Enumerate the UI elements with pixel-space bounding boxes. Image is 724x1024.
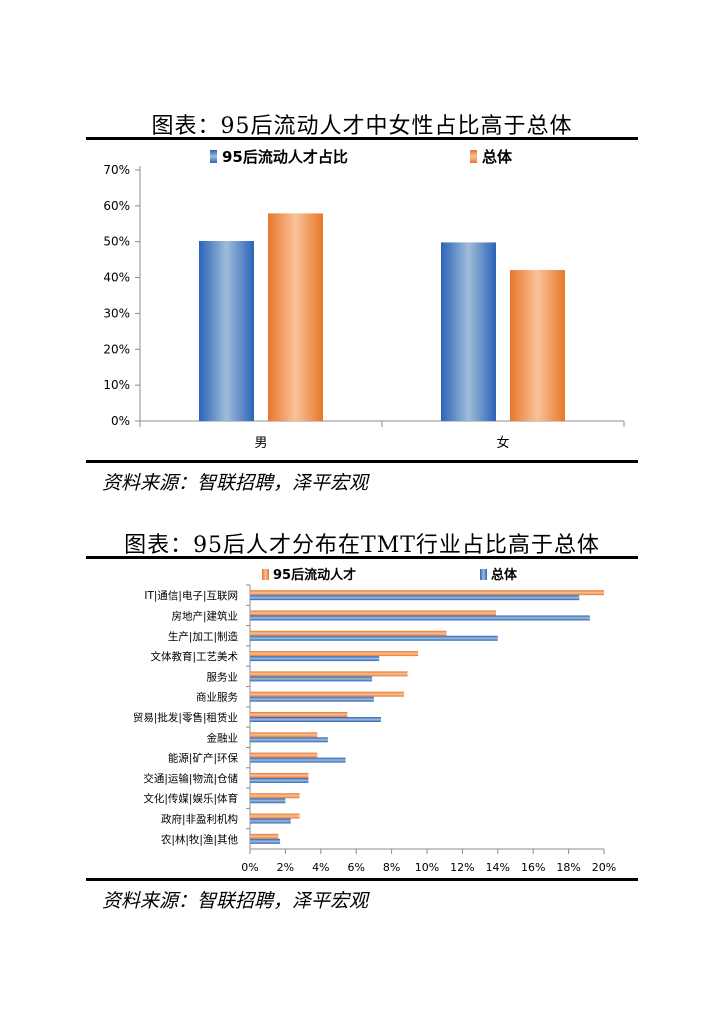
chart2-bar xyxy=(250,732,318,738)
chart2-category-label: 服务业 xyxy=(207,670,239,683)
figure2-bottom-rule xyxy=(86,878,638,881)
chart2-bar xyxy=(250,630,447,636)
chart1-legend-label: 95后流动人才占比 xyxy=(222,148,348,166)
chart1: 95后流动人才占比 总体 0% 10% 20% 30% 40% 50% 60% 70% 男 女 xyxy=(103,148,625,451)
chart2-category-label: 金融业 xyxy=(207,731,239,744)
chart2-category-label: 政府|非盈利机构 xyxy=(161,813,238,826)
chart2-bar xyxy=(250,818,291,824)
chart2-bar xyxy=(250,838,281,844)
figure2-top-rule xyxy=(86,556,638,559)
chart1-bar xyxy=(199,240,254,421)
chart2-bar xyxy=(250,712,348,717)
chart2-bar xyxy=(250,595,580,601)
chart2-bar xyxy=(250,651,419,657)
figure1-top-rule xyxy=(86,137,638,140)
chart2-bar xyxy=(250,671,408,677)
chart1-y-tick-label: 30% xyxy=(103,306,130,320)
chart2-category-label: 农|林|牧|渔|其他 xyxy=(161,833,239,846)
chart2-bar xyxy=(250,777,309,783)
chart2-bar xyxy=(250,691,404,697)
chart2-x-tick-label: 20% xyxy=(592,861,616,874)
chart2-bar xyxy=(250,717,381,722)
chart2-x-tick-label: 0% xyxy=(241,861,258,874)
chart2-x-tick-label: 6% xyxy=(347,861,364,874)
chart2-x-tick-label: 14% xyxy=(486,861,510,874)
chart2-category-label: 文体教育|工艺美术 xyxy=(150,650,238,663)
chart2-bar xyxy=(250,798,286,804)
chart2-bar xyxy=(250,737,328,743)
chart2-bar xyxy=(250,793,300,799)
chart1-legend-swatch xyxy=(210,150,217,163)
chart1-y-tick-label: 60% xyxy=(103,199,130,213)
figure1-source: 资料来源：智联招聘，泽平宏观 xyxy=(102,472,369,494)
chart2-bar xyxy=(250,590,604,596)
chart2-category-label: 房地产|建筑业 xyxy=(171,609,238,622)
chart1-bar xyxy=(441,242,496,421)
chart2-bar xyxy=(250,752,318,758)
chart2-legend-label: 95后流动人才 xyxy=(273,567,356,583)
chart2-bar xyxy=(250,813,300,819)
figure2-source: 资料来源：智联招聘，泽平宏观 xyxy=(102,890,369,912)
chart2-category-label: 交通|运输|物流|仓储 xyxy=(143,772,238,785)
chart2-bar xyxy=(250,635,498,641)
chart2-x-tick-label: 10% xyxy=(415,861,439,874)
chart2-bar xyxy=(250,772,309,778)
chart2-x-tick-label: 4% xyxy=(312,861,329,874)
chart2-legend-swatch xyxy=(262,569,269,580)
chart2: 95后流动人才 总体 0% 2% 4% 6% 8% 10% 12% 14% 16% 18% 20% IT… xyxy=(133,567,616,874)
chart2-legend-swatch xyxy=(480,569,487,580)
chart2-bar xyxy=(250,757,346,763)
chart2-category-label: IT|通信|电子|互联网 xyxy=(144,589,238,602)
chart2-x-tick-label: 2% xyxy=(277,861,294,874)
chart2-category-label: 能源|矿产|环保 xyxy=(168,752,239,765)
chart2-bar xyxy=(250,615,590,621)
figure2-title: 图表：95后人才分布在TMT行业占比高于总体 xyxy=(124,533,600,558)
chart1-legend-label: 总体 xyxy=(482,148,513,166)
chart1-legend-swatch xyxy=(470,150,477,163)
chart2-bar xyxy=(250,696,374,702)
chart2-bar xyxy=(250,656,380,662)
chart2-bar xyxy=(250,610,497,616)
chart2-category-label: 贸易|批发|零售|租赁业 xyxy=(133,711,238,724)
chart2-x-tick-label: 12% xyxy=(450,861,474,874)
figure1-title: 图表：95后流动人才中女性占比高于总体 xyxy=(151,114,573,139)
chart2-category-label: 生产|加工|制造 xyxy=(168,630,239,643)
chart2-bar xyxy=(250,833,279,839)
chart2-x-tick-label: 18% xyxy=(556,861,580,874)
chart1-bar xyxy=(268,213,323,421)
figure1-bottom-rule xyxy=(86,460,638,463)
chart2-legend-label: 总体 xyxy=(491,567,518,583)
chart2-x-tick-label: 8% xyxy=(383,861,400,874)
chart1-y-tick-label: 10% xyxy=(103,378,130,392)
chart2-bar xyxy=(250,676,373,682)
chart2-x-tick-label: 16% xyxy=(521,861,545,874)
chart1-y-tick-label: 50% xyxy=(103,235,130,249)
chart1-bar xyxy=(510,270,565,421)
chart1-y-tick-label: 40% xyxy=(103,271,130,285)
chart1-y-tick-label: 70% xyxy=(103,163,130,177)
chart1-category-label: 女 xyxy=(496,435,509,451)
chart1-y-tick-label: 0% xyxy=(111,414,130,428)
chart2-category-label: 商业服务 xyxy=(196,691,238,704)
chart1-category-label: 男 xyxy=(254,436,267,451)
chart1-y-tick-label: 20% xyxy=(103,342,130,356)
chart2-category-label: 文化|传媒|娱乐|体育 xyxy=(143,792,238,805)
